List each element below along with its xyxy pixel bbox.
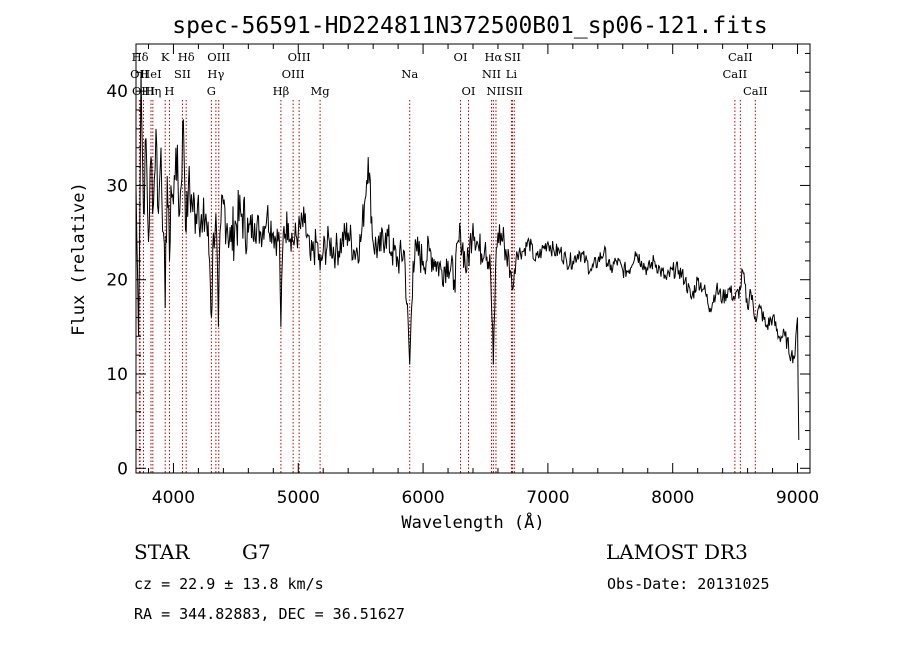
y-tick-label: 30 [106, 176, 128, 196]
spectral-line-label: OIII [282, 67, 305, 81]
spectral-line-label: SII [504, 50, 521, 64]
spectral-line-label: Hδ [132, 50, 149, 64]
x-tick-label: 6000 [401, 488, 444, 508]
spectral-line-label: OII [130, 67, 149, 81]
spectral-line-label: Hδ [178, 50, 195, 64]
observation-date: Obs-Date: 20131025 [607, 575, 770, 593]
spectral-line-label: HeI [140, 67, 161, 81]
spectral-line-markers [138, 100, 756, 473]
spectral-line-label: Hγ [207, 67, 224, 81]
spectral-line-label: NII [486, 84, 505, 98]
x-axis: 4000 5000 6000 7000 8000 9000 [147, 44, 819, 508]
spectral-line-label: Mg [311, 84, 331, 98]
spectral-line-label: H [164, 84, 174, 98]
spectral-line-label: OIII [207, 50, 230, 64]
object-subclass: G7 [242, 540, 271, 564]
spectral-line-label: SII [174, 67, 191, 81]
x-tick-label: 8000 [651, 488, 694, 508]
spectral-line-label: K [161, 50, 170, 64]
spectral-line-label: Na [401, 67, 418, 81]
spectral-line-label: SII [506, 84, 523, 98]
x-axis-label: Wavelength (Å) [401, 511, 544, 533]
spectral-line-label: CaII [743, 84, 768, 98]
chart-title: spec-56591-HD224811N372500B01_sp06-121.f… [172, 13, 767, 39]
spectral-line-label: Hα [484, 50, 502, 64]
spectral-line-label: Hη [144, 84, 161, 98]
survey-name: LAMOST DR3 [606, 540, 748, 564]
y-tick-label: 20 [106, 271, 128, 291]
object-class: STAR [134, 540, 190, 564]
spectral-line-label: OI [462, 84, 476, 98]
spectral-line-label: CaII [722, 67, 747, 81]
plot-frame [135, 43, 811, 474]
x-tick-label: 5000 [277, 488, 320, 508]
coordinates: RA = 344.82883, DEC = 36.51627 [134, 605, 405, 623]
redshift-value: cz = 22.9 ± 13.8 km/s [134, 575, 324, 593]
spectral-line-label: Li [506, 67, 518, 81]
spectral-line-label: NII [482, 67, 501, 81]
x-tick-label: 7000 [526, 488, 569, 508]
x-tick-label: 4000 [152, 488, 195, 508]
y-axis-label: Flux (relative) [69, 182, 89, 336]
spectral-line-label: OI [454, 50, 468, 64]
spectral-line-label: Hβ [273, 84, 290, 98]
spectral-line-label: OIII [288, 50, 311, 64]
series-flux-line [135, 72, 800, 441]
y-tick-label: 0 [117, 459, 128, 479]
x-tick-label: 9000 [776, 488, 819, 508]
spectral-line-label: G [207, 84, 216, 98]
y-tick-label: 40 [106, 82, 128, 102]
y-axis: 0 10 20 30 40 [106, 52, 810, 479]
spectral-line-label: CaII [728, 50, 753, 64]
y-tick-label: 10 [106, 365, 128, 385]
